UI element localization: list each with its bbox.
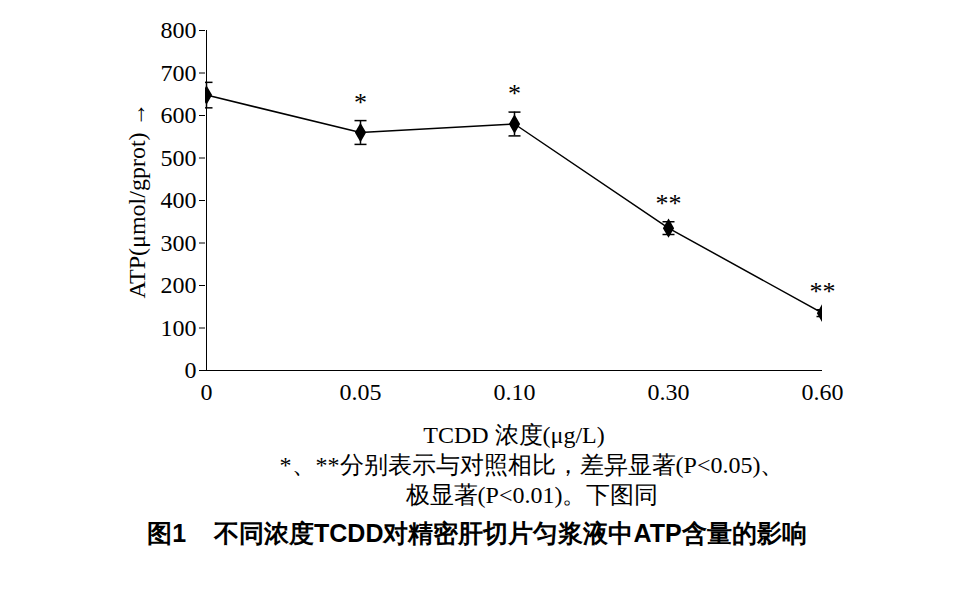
svg-text:600: 600	[161, 102, 197, 128]
svg-text:200: 200	[161, 272, 197, 298]
svg-text:0.30: 0.30	[648, 379, 690, 405]
html-text:*、**分别表示与对照相比，差异显著(P<0.05)、: *、**分别表示与对照相比，差异显著(P<0.05)、	[279, 452, 785, 478]
svg-text:800: 800	[161, 17, 197, 43]
svg-text:0.60: 0.60	[802, 379, 844, 405]
svg-text:700: 700	[161, 60, 197, 86]
svg-text:**: **	[810, 277, 836, 306]
svg-text:400: 400	[161, 187, 197, 213]
svg-text:0: 0	[185, 357, 197, 383]
svg-text:TCDD 浓度(μg/L): TCDD 浓度(μg/L)	[423, 422, 605, 448]
svg-text:100: 100	[161, 315, 197, 341]
svg-text:300: 300	[161, 230, 197, 256]
svg-text:0.05: 0.05	[340, 379, 382, 405]
svg-text:*: *	[508, 79, 521, 108]
svg-text:ATP(μmol/gprot) →: ATP(μmol/gprot) →	[124, 102, 150, 298]
svg-text:500: 500	[161, 145, 197, 171]
svg-text:0.10: 0.10	[494, 379, 536, 405]
html-text:极显著(P<0.01)。下图同: 极显著(P<0.01)。下图同	[405, 482, 659, 508]
svg-text:0: 0	[201, 379, 213, 405]
html-text:图1 不同浓度TCDD对精密肝切片匀浆液中ATP含量的影响: 图1 不同浓度TCDD对精密肝切片匀浆液中ATP含量的影响	[147, 519, 807, 547]
svg-text:**: **	[656, 189, 682, 218]
svg-text:*: *	[354, 88, 367, 117]
